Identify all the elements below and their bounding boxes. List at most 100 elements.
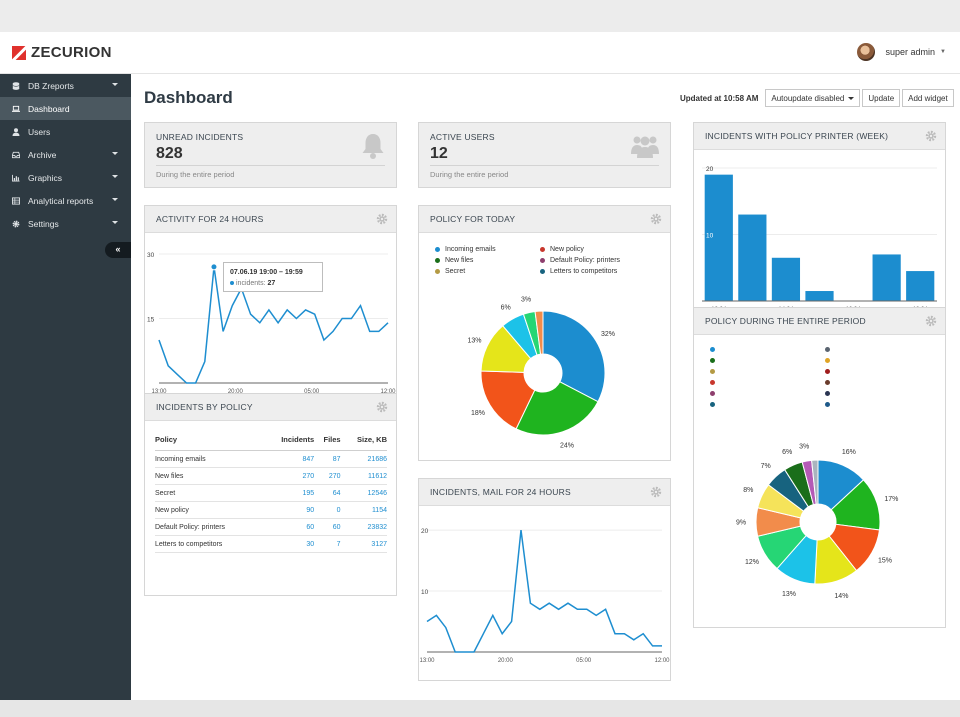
table-header-row: Policy Incidents Files Size, KB [155, 431, 387, 451]
legend-item[interactable]: New policy [540, 246, 584, 253]
size-link[interactable]: 21686 [340, 450, 387, 468]
legend-dot [710, 391, 715, 396]
widget-title: UNREAD INCIDENTS [156, 132, 244, 142]
gear-icon[interactable] [650, 213, 662, 225]
incidents-link[interactable]: 847 [263, 450, 315, 468]
user-menu[interactable]: super admin ▼ [856, 43, 946, 61]
active-users-value: 12 [430, 145, 448, 162]
avatar[interactable] [856, 43, 875, 61]
legend-item[interactable] [825, 402, 835, 407]
printer-bar-chart: 102012.0414.0416.0418.04 [702, 166, 937, 313]
column-header[interactable]: Size, KB [340, 431, 387, 451]
files-link[interactable]: 270 [314, 467, 341, 485]
table-row: Secret 195 64 12546 [155, 484, 387, 502]
legend-dot [710, 380, 715, 385]
legend-label: Incoming emails [445, 246, 496, 253]
sidebar-item-archive[interactable]: Archive [0, 143, 131, 166]
x-tick-label: 05:00 [304, 389, 320, 395]
gear-icon[interactable] [376, 401, 388, 413]
files-link[interactable]: 64 [314, 484, 341, 502]
gear-icon[interactable] [925, 130, 937, 142]
files-link[interactable]: 60 [314, 518, 341, 536]
mail-line-chart: 10 20 13:00 20:00 05:00 12:00 [419, 528, 670, 664]
slice-label: 24% [560, 443, 574, 450]
gear-icon[interactable] [650, 486, 662, 498]
legend-item[interactable] [825, 380, 835, 385]
slice-label: 6% [501, 304, 511, 311]
chevron-down-icon [848, 96, 855, 100]
legend-label: Secret [445, 268, 466, 275]
incidents-link[interactable]: 195 [263, 484, 315, 502]
legend-item[interactable] [710, 358, 720, 363]
pie-slice [515, 381, 599, 436]
legend-item[interactable] [710, 402, 720, 407]
legend-item[interactable]: New files [435, 257, 473, 264]
policy-table: Policy Incidents Files Size, KB Incoming… [155, 431, 387, 553]
legend-item[interactable]: Letters to competitors [540, 268, 617, 275]
legend-item[interactable]: Secret [435, 268, 465, 275]
size-link[interactable]: 11612 [340, 467, 387, 485]
updated-timestamp: Updated at 10:58 AM [680, 93, 759, 103]
series-line [426, 530, 662, 653]
legend-item[interactable] [825, 391, 835, 396]
unread-incidents-value: 828 [156, 145, 183, 162]
column-header[interactable]: Incidents [263, 431, 315, 451]
sidebar-item-db-zreports[interactable]: DB Zreports [0, 74, 131, 97]
incidents-link[interactable]: 270 [263, 467, 315, 485]
bar [738, 214, 767, 301]
sidebar-item-analytical-reports[interactable]: Analytical reports [0, 189, 131, 212]
size-link[interactable]: 12546 [340, 484, 387, 502]
size-link[interactable]: 23832 [340, 518, 387, 536]
incidents-link[interactable]: 60 [263, 518, 315, 536]
legend-item[interactable]: Incoming emails [435, 246, 496, 253]
gear-icon[interactable] [376, 213, 388, 225]
x-tick-label: 12:00 [654, 658, 670, 664]
files-link[interactable]: 7 [314, 535, 341, 553]
policy-today-donut-chart: 32% 24% 18% 13% 6% 3% [468, 296, 615, 450]
column-header[interactable]: Files [314, 431, 341, 451]
update-button[interactable]: Update [862, 89, 901, 107]
widget-title: INCIDENTS WITH POLICY PRINTER (WEEK) [705, 131, 889, 141]
sidebar-item-graphics[interactable]: Graphics [0, 166, 131, 189]
chevron-down-icon [112, 198, 118, 201]
legend-item[interactable] [825, 347, 835, 352]
legend-item[interactable] [710, 369, 720, 374]
legend-item[interactable] [710, 380, 720, 385]
legend-item[interactable] [710, 391, 720, 396]
column-header[interactable]: Policy [155, 431, 264, 451]
incidents-link[interactable]: 30 [263, 535, 315, 553]
legend-item[interactable] [825, 369, 835, 374]
sidebar-item-users[interactable]: Users [0, 120, 131, 143]
legend-label: Letters to competitors [550, 268, 618, 275]
chevron-down-icon [112, 175, 118, 178]
policy-name: New files [155, 467, 264, 485]
sidebar-item-settings[interactable]: Settings [0, 212, 131, 235]
pie-slice [811, 459, 819, 505]
policy-name: Incoming emails [155, 450, 264, 468]
users-group-icon [630, 132, 660, 165]
gear-icon[interactable] [925, 315, 937, 327]
sidebar-collapse-button[interactable]: « [105, 242, 131, 258]
table-row: New files 270 270 11612 [155, 467, 387, 485]
size-link[interactable]: 3127 [340, 535, 387, 553]
legend-item[interactable] [710, 347, 720, 352]
files-link[interactable]: 0 [314, 501, 341, 519]
logo[interactable]: ZECURION [12, 44, 112, 61]
y-tick-label: 20 [706, 166, 714, 173]
top-bar: ZECURION super admin ▼ [0, 32, 960, 74]
add-widget-button[interactable]: Add widget [902, 89, 954, 107]
legend-dot [825, 380, 830, 385]
policy-name: Default Policy: printers [155, 518, 264, 536]
size-link[interactable]: 1154 [340, 501, 387, 519]
autoupdate-dropdown[interactable]: Autoupdate disabled [765, 89, 861, 107]
pie-slice [534, 310, 544, 355]
widget-title: INCIDENTS, MAIL FOR 24 HOURS [430, 487, 571, 497]
legend-item[interactable] [825, 358, 835, 363]
incidents-link[interactable]: 90 [263, 501, 315, 519]
active-users-widget: ACTIVE USERS 12 During the entire period [418, 122, 671, 188]
legend-item[interactable]: Default Policy: printers [540, 257, 620, 264]
files-link[interactable]: 87 [314, 450, 341, 468]
legend-dot [710, 402, 715, 407]
widget-header: INCIDENTS, MAIL FOR 24 HOURS [419, 479, 670, 506]
sidebar-item-dashboard[interactable]: Dashboard [0, 97, 131, 120]
